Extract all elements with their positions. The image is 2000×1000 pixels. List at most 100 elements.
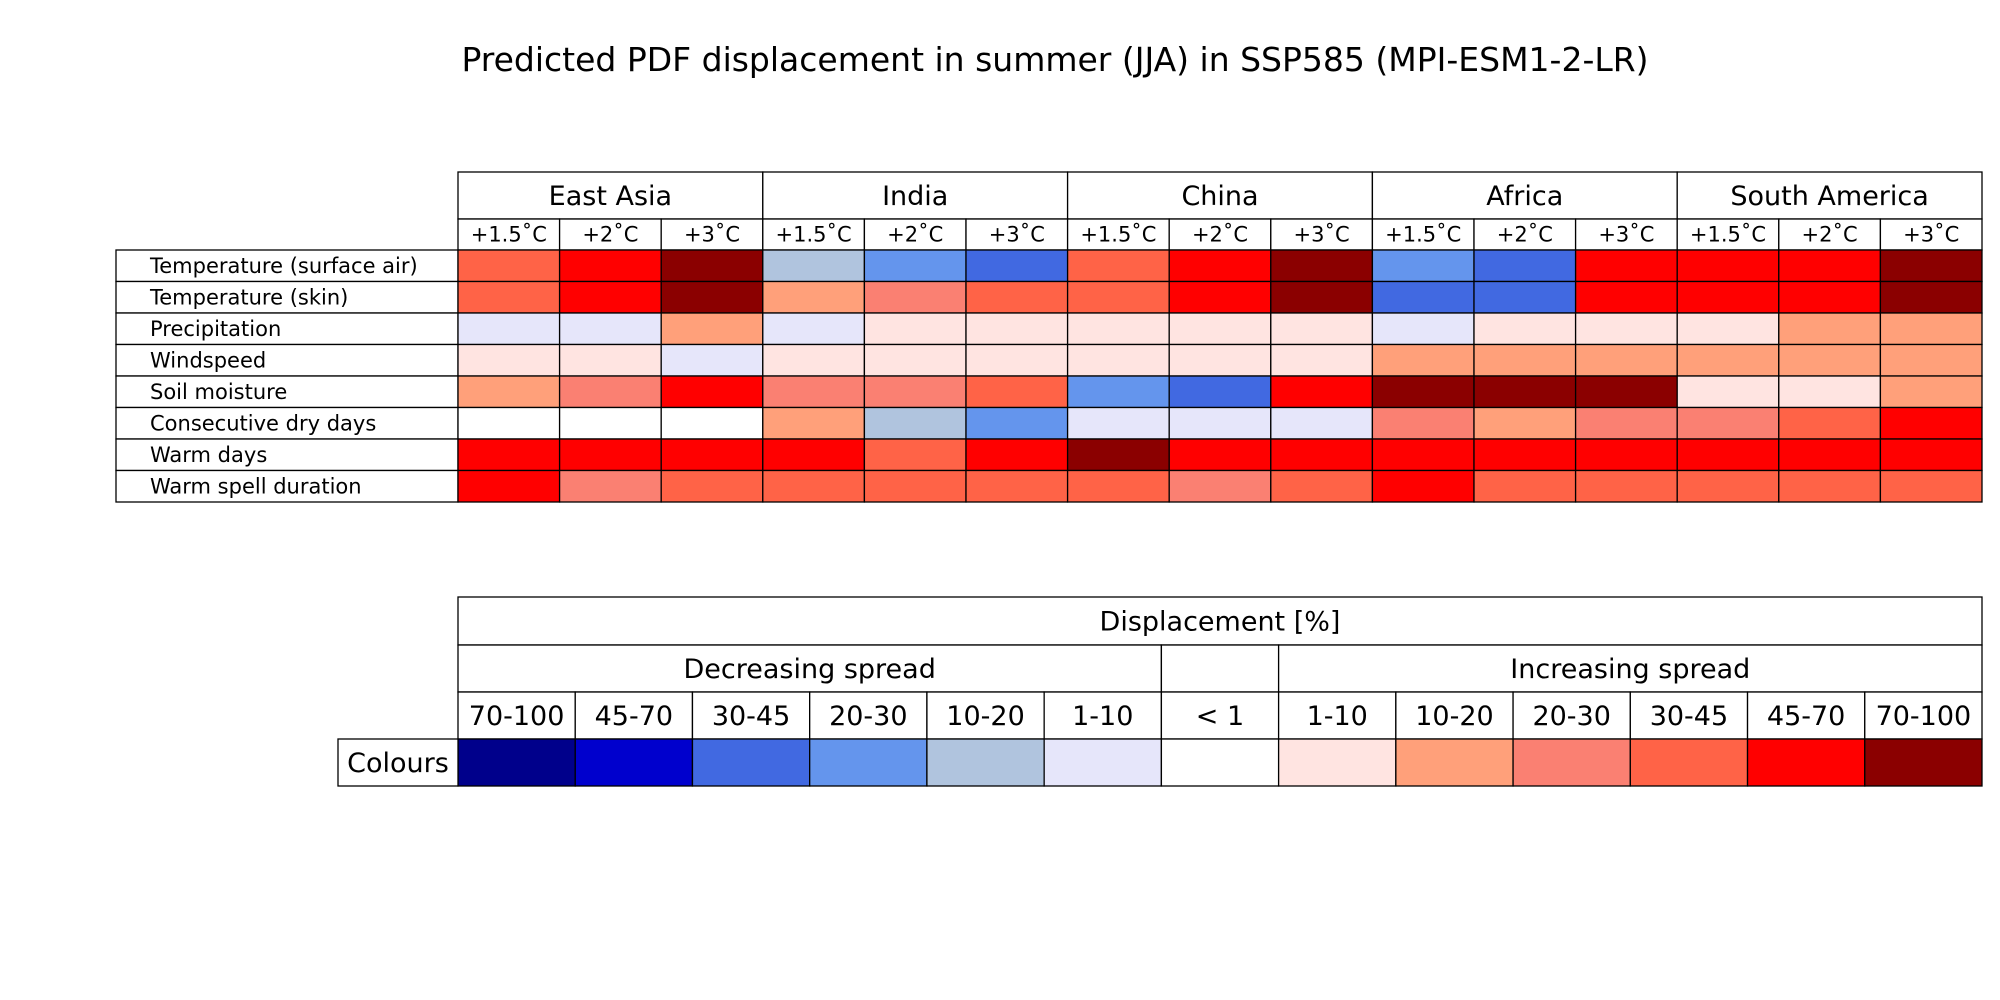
heatmap-cell (1574, 406, 1678, 440)
heatmap-cell (1676, 469, 1780, 503)
heatmap-cell (1270, 249, 1374, 283)
heatmap-cell (1879, 280, 1983, 314)
heatmap-cell (863, 249, 967, 283)
heatmap-cell (660, 312, 764, 346)
heatmap-cell (965, 312, 1069, 346)
warming-level-label: +2˚C (1192, 223, 1248, 247)
variable-label: Windspeed (150, 348, 266, 372)
region-header-cell (457, 171, 764, 220)
heatmap-cell (1574, 469, 1678, 503)
legend-bin-label: 1-10 (1307, 701, 1368, 732)
legend-color-swatch (1746, 738, 1866, 787)
heatmap-cell (457, 469, 561, 503)
heatmap-cell (558, 469, 662, 503)
legend-bin-label: 1-10 (1072, 701, 1133, 732)
heatmap-cell (1473, 249, 1577, 283)
heatmap-cell (1168, 249, 1272, 283)
heatmap-cell (558, 312, 662, 346)
heatmap-cell (762, 249, 866, 283)
heatmap-cell (1574, 375, 1678, 409)
legend-title-cell (457, 596, 1983, 646)
warming-level-label: +3˚C (989, 223, 1045, 247)
heatmap-cell (1879, 343, 1983, 377)
warming-level-label: +2˚C (887, 223, 943, 247)
warming-level-cell (1676, 218, 1780, 251)
heatmap-cell (1168, 375, 1272, 409)
heatmap-cell (1778, 375, 1882, 409)
warming-level-label: +1.5˚C (1080, 223, 1156, 247)
heatmap-cell (1371, 375, 1475, 409)
heatmap-cell (1879, 312, 1983, 346)
variable-label: Warm spell duration (150, 474, 362, 498)
heatmap-cell (1270, 469, 1374, 503)
heatmap-cell (660, 375, 764, 409)
heatmap-cell (863, 343, 967, 377)
heatmap-cell (1168, 343, 1272, 377)
legend-color-swatch (1629, 738, 1749, 787)
warming-level-cell (1270, 218, 1374, 251)
heatmap-cell (1676, 438, 1780, 472)
heatmap-cell (1168, 469, 1272, 503)
heatmap-cell (863, 375, 967, 409)
heatmap-cell (1676, 406, 1780, 440)
heatmap-cell (1270, 343, 1374, 377)
region-header-label: East Asia (549, 181, 672, 212)
region-header-label: India (882, 181, 948, 212)
legend-bin-label-cell (1746, 691, 1866, 740)
region-header-cell (1066, 171, 1374, 220)
heatmap-cell (1371, 249, 1475, 283)
heatmap-cell (1270, 280, 1374, 314)
heatmap-cell (965, 375, 1069, 409)
heatmap-cell (660, 249, 764, 283)
heatmap-cell (1879, 438, 1983, 472)
heatmap-cell (1270, 406, 1374, 440)
heatmap-cell (1371, 343, 1475, 377)
legend-color-swatch (809, 738, 928, 787)
legend-bin-label-cell (1395, 691, 1514, 740)
heatmap-cell (1676, 249, 1780, 283)
heatmap-cell (1574, 249, 1678, 283)
heatmap-cell (965, 249, 1069, 283)
legend-color-swatch (1160, 738, 1280, 787)
heatmap-cell (965, 280, 1069, 314)
warming-level-label: +2˚C (1497, 223, 1553, 247)
warming-level-label: +3˚C (684, 223, 740, 247)
heatmap-cell (1879, 249, 1983, 283)
legend-title: Displacement [%] (1100, 607, 1341, 638)
legend-bin-label: 10-20 (946, 701, 1024, 732)
heatmap-cell (1778, 469, 1882, 503)
heatmap-cell (863, 312, 967, 346)
heatmap-cell (1371, 312, 1475, 346)
heatmap-cell (1879, 375, 1983, 409)
heatmap-cell (1473, 280, 1577, 314)
legend-color-swatch (1395, 738, 1514, 787)
legend-bin-label: 20-30 (1532, 701, 1610, 732)
heatmap-cell (558, 343, 662, 377)
increasing-spread-label: Increasing spread (1510, 654, 1750, 685)
heatmap-cell (1168, 438, 1272, 472)
legend-bin-label-cell (1864, 691, 1983, 740)
heatmap-cell (965, 343, 1069, 377)
heatmap-cell (1168, 406, 1272, 440)
heatmap-cell (457, 249, 561, 283)
heatmap-cell (1473, 312, 1577, 346)
legend-color-swatch (1864, 738, 1983, 787)
variable-label-cell (115, 469, 459, 503)
variable-label: Warm days (150, 443, 267, 467)
warming-level-label: +1.5˚C (1385, 223, 1461, 247)
heatmap-cell (1473, 406, 1577, 440)
legend-bin-label: 70-100 (1876, 701, 1972, 732)
legend-color-swatch (926, 738, 1045, 787)
heatmap-cell (558, 249, 662, 283)
heatmap-cell (1778, 343, 1882, 377)
heatmap-cell (558, 280, 662, 314)
legend-color-swatch (691, 738, 811, 787)
heatmap-cell (1676, 312, 1780, 346)
heatmap-cell (1168, 280, 1272, 314)
variable-label-cell (115, 249, 459, 283)
heatmap-table: East Asia India China Africa South America +1… (115, 171, 1983, 503)
heatmap-cell (1676, 280, 1780, 314)
heatmap-cell (1778, 312, 1882, 346)
warming-level-cell (660, 218, 764, 251)
